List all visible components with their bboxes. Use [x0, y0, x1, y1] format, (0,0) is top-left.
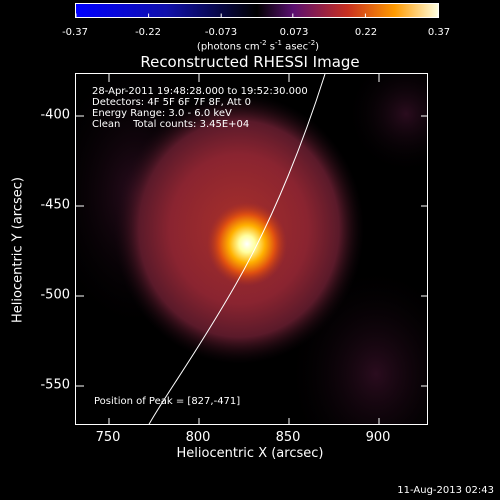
y-axis-label: Heliocentric Y (arcsec)	[10, 177, 26, 323]
colorbar-units: (photons cm-2 s-1 asec-2)	[196, 39, 320, 53]
x-tick-label: 900	[365, 430, 391, 445]
axis-ticks	[76, 74, 427, 424]
info-clean-counts: Clean Total counts: 3.45E+04	[92, 119, 250, 130]
info-energy-range: Energy Range: 3.0 - 6.0 keV	[92, 108, 232, 119]
info-detectors: Detectors: 4F 5F 6F 7F 8F, Att 0	[92, 97, 252, 108]
colorbar-tick: -0.37	[62, 27, 88, 38]
plot-title: Reconstructed RHESSI Image	[140, 53, 360, 71]
y-tick-label: -400	[40, 107, 70, 123]
y-tick-label: -500	[40, 287, 70, 303]
solar-limb-line	[148, 74, 326, 424]
peak-source	[207, 202, 287, 286]
background-emission	[346, 74, 427, 174]
y-tick-label: -450	[40, 197, 70, 213]
x-tick-label: 800	[185, 430, 211, 445]
observation-info: 28-Apr-2011 19:48:28.000 to 19:52:30.000…	[92, 86, 308, 130]
info-time-range: 28-Apr-2011 19:48:28.000 to 19:52:30.000	[92, 86, 308, 97]
colorbar-tick: 0.073	[279, 27, 309, 38]
colorbar-tick: -0.073	[204, 27, 238, 38]
peak-position: Position of Peak = [827,-471]	[94, 396, 241, 407]
colorbar-tick: 0.37	[427, 27, 451, 38]
x-axis-label: Heliocentric X (arcsec)	[176, 446, 324, 461]
image-plot	[75, 73, 428, 425]
x-tick-label: 750	[95, 430, 121, 445]
timestamp-footer: 11-Aug-2013 02:43	[397, 485, 494, 496]
rhessi-image	[76, 74, 427, 424]
colorbar-tick: 0.22	[354, 27, 378, 38]
colorbar-tick: -0.22	[135, 27, 161, 38]
x-tick-label: 850	[275, 430, 301, 445]
y-tick-label: -550	[40, 377, 70, 393]
colorbar	[75, 3, 439, 18]
